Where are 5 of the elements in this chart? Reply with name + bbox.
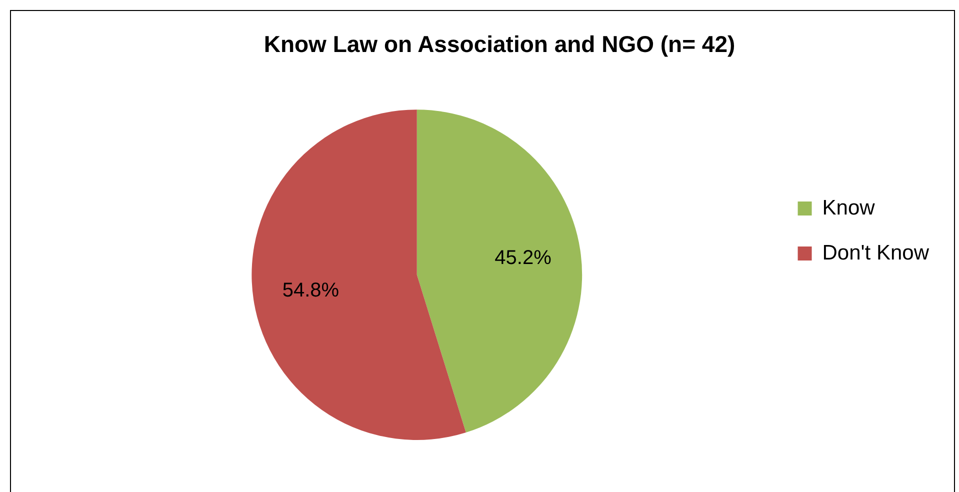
data-label: 54.8% <box>282 279 340 302</box>
legend-label: Know <box>822 196 876 220</box>
data-label: 45.2% <box>494 247 552 270</box>
legend-label: Don't Know <box>822 241 930 264</box>
chart-title: Know Law on Association and NGO (n= 42) <box>264 31 736 58</box>
